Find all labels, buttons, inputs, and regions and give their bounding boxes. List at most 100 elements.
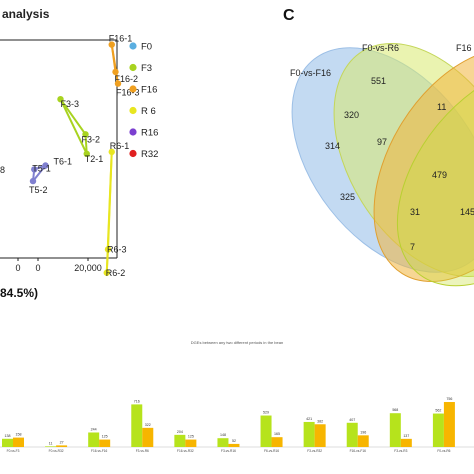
group-link-line (105, 151, 113, 273)
bar-category-label: F0-vs-R6 (437, 449, 450, 453)
venn-set-f16 (373, 47, 474, 283)
bar-category-label: F6-vs-R16 (264, 449, 279, 453)
bar-series2 (142, 427, 154, 447)
bar-series1 (346, 422, 358, 447)
scatter-point (108, 148, 115, 156)
legend-label: R 6 (141, 106, 156, 117)
venn-region-count: 97 (377, 137, 387, 147)
bar-series2 (443, 402, 455, 447)
bar-value-label: 204 (177, 430, 183, 434)
bar-series1 (2, 438, 13, 447)
bar-series1 (45, 446, 57, 447)
point-label: F16-2 (115, 74, 139, 84)
point-label: F3-3 (61, 99, 80, 109)
bar-series1 (88, 432, 100, 447)
bar-value-label: 158 (16, 433, 22, 437)
y-tick-label: 8 (0, 165, 5, 175)
bar-value-label: 196 (360, 430, 366, 434)
bar-value-label: 382 (317, 419, 323, 423)
bar-value-label: 165 (274, 432, 280, 436)
venn-region-count: 325 (340, 192, 355, 202)
venn-region-count: 314 (325, 141, 340, 151)
point-label: T5-2 (29, 185, 48, 195)
legend-label: F3 (141, 63, 152, 74)
point-label: R6-3 (107, 244, 127, 254)
venn-region-count: 11 (437, 102, 446, 112)
bar-series2 (271, 437, 283, 447)
point-label: F16-3 (116, 88, 140, 98)
scatter-point (82, 131, 89, 138)
bar-series1 (131, 404, 143, 447)
bar-value-label: 244 (91, 427, 97, 431)
bar-category-label: F0-vs-R32 (49, 449, 64, 453)
x-axis-percent-label: 84.5%) (0, 286, 39, 300)
bar-series2 (99, 439, 111, 447)
point-label: R6-1 (110, 141, 130, 151)
venn-diagram: F0-vs-F16 F0-vs-R6 F16 314 551 320 11 97 479 325 3… (290, 42, 474, 287)
bar-series2 (400, 438, 412, 447)
venn-set-label: F16 (456, 43, 472, 53)
bar-series2 (13, 437, 24, 447)
bar-series1 (303, 421, 315, 447)
legend-swatch (129, 128, 137, 136)
venn-set-label: F0-vs-F16 (290, 68, 331, 78)
bar-category-label: F0-vs-F3 (7, 449, 20, 453)
bar-series1 (260, 415, 272, 447)
group-link-line (32, 164, 47, 182)
legend-label: F16 (141, 85, 157, 96)
legend-swatch (129, 63, 137, 72)
group-link-line (59, 98, 87, 135)
legend-label: F0 (141, 42, 152, 53)
bar-category-label: F16-vs-R32 (177, 449, 194, 453)
bar-chart-caption: DGEs between any two different periods i… (190, 340, 284, 345)
legend-swatch (129, 106, 137, 115)
legend-swatch (129, 149, 137, 158)
bar-series2 (228, 443, 240, 447)
group-link-line (84, 134, 88, 154)
bar-value-label: 421 (306, 417, 312, 421)
bar-category-label: F3-vs-R6 (136, 449, 149, 453)
bar-value-label: 125 (188, 435, 194, 439)
bar-value-label: 562 (435, 409, 441, 413)
bar-category-label: F16-vs-F16 (350, 449, 367, 453)
venn-region-count: 31 (410, 207, 420, 217)
bar-chart: 138 158 F0-vs-F3 11 27 F0-vs-R32 244 125 F16-vs-… (0, 397, 474, 453)
bar-series1 (174, 434, 186, 447)
bar-series2 (185, 439, 197, 447)
scatter-point (42, 162, 49, 169)
venn-region-count: 551 (371, 76, 386, 86)
venn-region-count: 145 (460, 207, 474, 217)
scatter-point (57, 96, 64, 103)
scatter-point (31, 166, 38, 173)
scatter-point (29, 177, 37, 185)
bar-value-label: 407 (349, 418, 355, 422)
bar-value-label: 716 (134, 399, 140, 403)
bar-series1 (432, 413, 444, 447)
venn-region-count: 7 (410, 242, 415, 252)
bar-value-label: 148 (220, 433, 226, 437)
x-tick-label: 0 (35, 263, 40, 273)
group-link-line (59, 98, 88, 155)
group-link-line (110, 44, 119, 84)
bar-value-label: 568 (392, 408, 398, 412)
venn-set-extra (396, 63, 474, 287)
pca-scatter-plot: 0 0 20,000 8 F16-1 F16-2 F16-3 F3-3 F3-2 T2-1 R6-1… (0, 34, 140, 278)
bar-value-label: 125 (102, 435, 108, 439)
bar-category-label: F16-vs-F16 (91, 449, 108, 453)
venn-region-count: 320 (344, 110, 359, 120)
x-tick-label: 20,000 (74, 263, 102, 273)
panel-title: analysis (2, 7, 50, 21)
scatter-point (112, 68, 119, 76)
bar-value-label: 756 (446, 397, 452, 401)
bar-value-label: 52 (232, 439, 236, 443)
bar-value-label: 11 (49, 441, 53, 445)
bar-series2 (357, 435, 369, 447)
scatter-point (83, 150, 90, 157)
legend-label: R16 (141, 128, 158, 139)
legend-label: R32 (141, 149, 158, 160)
scatter-point (114, 80, 122, 87)
bar-series2 (314, 424, 326, 447)
venn-set-label: F0-vs-R6 (362, 43, 399, 53)
panel-letter: C (283, 7, 295, 24)
